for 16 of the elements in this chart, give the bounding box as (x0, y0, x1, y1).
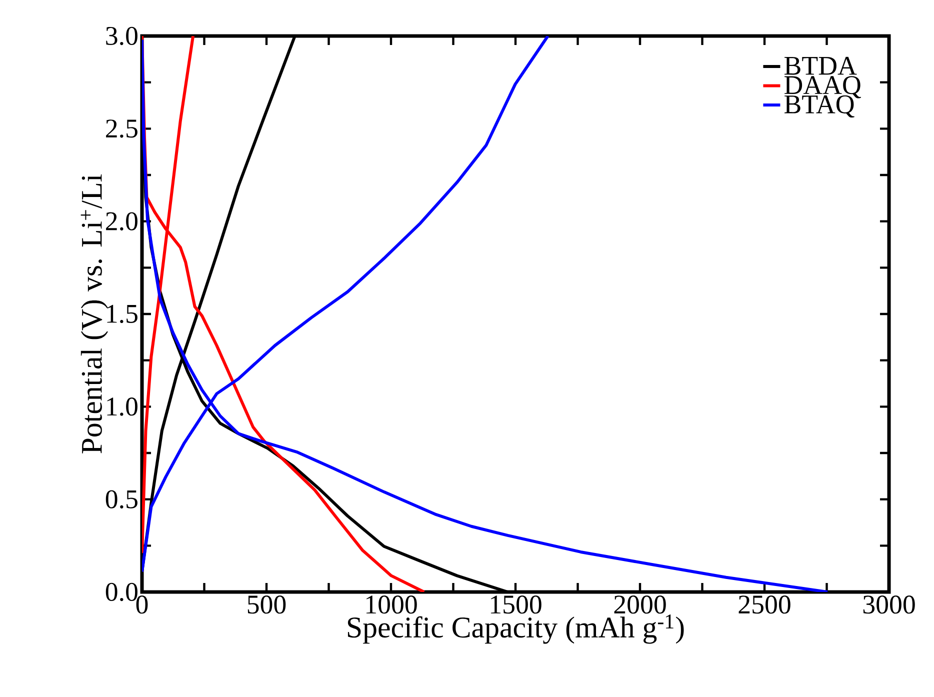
y-tick-label: 0.5 (106, 490, 138, 508)
x-tick-label: 2500 (738, 596, 790, 614)
x-tick-label: 3000 (863, 596, 915, 614)
y-tick-label: 1.0 (107, 398, 138, 416)
x-tick-label: 0 (136, 596, 148, 614)
x-tick-label: 1000 (366, 596, 417, 614)
y-tick-label: 3.0 (106, 26, 138, 46)
x-axis-title: Specific Capacity (mAh g$^{-1}$) (348, 614, 684, 644)
x-tick-label: 2000 (614, 596, 666, 614)
y-tick-label: 2.5 (106, 120, 138, 138)
x-tick-label: 1500 (490, 596, 542, 614)
y-tick-label: 2.0 (106, 212, 138, 230)
y-tick-label: 0.0 (106, 582, 138, 602)
x-tick-label: 500 (248, 596, 286, 614)
y-tick-label: 1.5 (107, 304, 138, 324)
legend-label: BTDA (784, 56, 857, 75)
